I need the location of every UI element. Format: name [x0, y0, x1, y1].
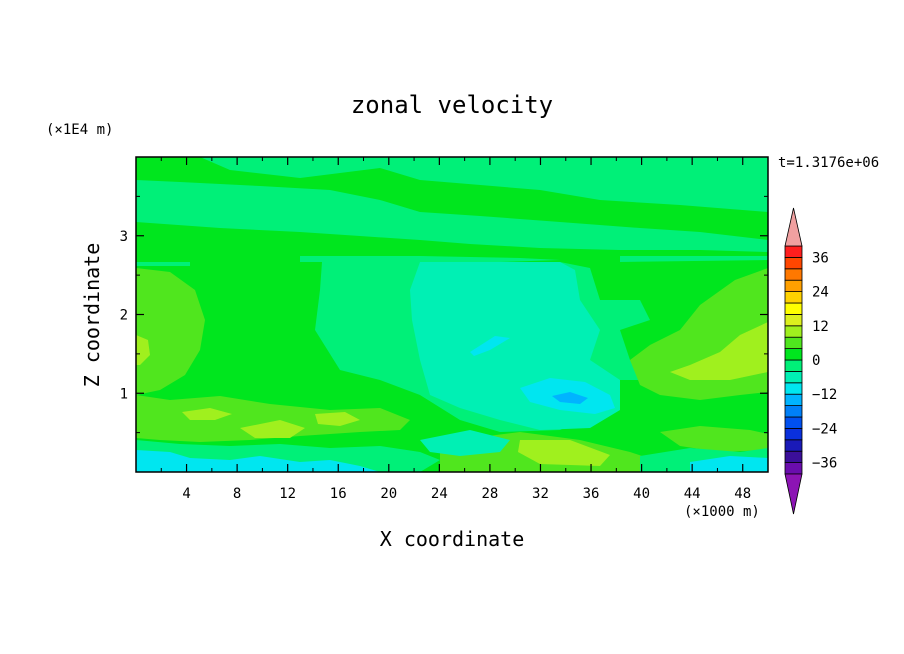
x-tick-label: 24 — [431, 486, 448, 502]
colorbar-segment — [784, 313, 803, 327]
x-axis-label: X coordinate — [380, 527, 525, 551]
contour-region-bottom-center-core — [518, 440, 610, 466]
colorbar-segment — [784, 416, 803, 429]
colorbar-tick-label: −36 — [812, 456, 837, 472]
contour-region-left-positive-core — [136, 335, 150, 365]
colorbar-over-triangle — [784, 207, 803, 247]
colorbar-segment — [784, 439, 803, 452]
colorbar-segment — [784, 393, 803, 407]
colorbar-segment — [784, 427, 803, 441]
colorbar-segment — [784, 268, 803, 281]
time-label: t=1.3176e+06 — [778, 155, 879, 171]
contour-region-thin-band — [300, 256, 560, 262]
contour-region-thin-band-3 — [620, 256, 768, 262]
colorbar-segment — [784, 450, 803, 464]
contour-region-lower-left — [136, 395, 410, 442]
colorbar-under-triangle — [784, 473, 803, 515]
colorbar-segment — [784, 370, 803, 384]
x-tick-label: 36 — [583, 486, 600, 502]
x-tick-label: 40 — [633, 486, 650, 502]
contour-region-bottom-right — [660, 426, 768, 452]
x-ticks: 4 8 12 16 20 24 28 32 36 40 44 48 — [160, 157, 751, 502]
chart-title: zonal velocity — [351, 91, 553, 119]
contour-region-left-positive — [136, 268, 205, 395]
x-tick-label: 28 — [481, 486, 498, 502]
colorbar-segment — [784, 462, 803, 475]
colorbar-segment — [784, 245, 803, 258]
colorbar-tick-label: −12 — [812, 387, 837, 403]
y-tick-label: 2 — [120, 308, 128, 324]
colorbar-tick-label: 24 — [812, 285, 829, 301]
colorbar-segment — [784, 336, 803, 350]
x-tick-label: 8 — [233, 486, 241, 502]
colorbar-segment — [784, 405, 803, 418]
y-ticks: 1 2 3 — [120, 195, 768, 434]
x-tick-label: 44 — [684, 486, 701, 502]
colorbar-tick-label: −24 — [812, 421, 837, 437]
y-tick-label: 1 — [120, 386, 128, 402]
x-tick-label: 12 — [279, 486, 296, 502]
contour-region-right-positive-core — [670, 322, 768, 380]
contour-region-upper-top — [136, 157, 768, 212]
colorbar-segment — [784, 348, 803, 361]
colorbar-segment — [784, 359, 803, 372]
x-unit-label: (×1000 m) — [684, 504, 760, 520]
y-unit-label: (×1E4 m) — [46, 122, 113, 138]
colorbar-segment — [784, 302, 803, 315]
x-tick-label: 48 — [734, 486, 751, 502]
contour-region-bottom-left-cyan — [136, 450, 380, 472]
x-tick-label: 32 — [532, 486, 549, 502]
contour-region-lower-blob-1 — [182, 408, 232, 420]
contour-region-lower-blob-2 — [240, 420, 305, 438]
colorbar-segment — [784, 291, 803, 304]
contour-region-bottom-mid-cyan — [420, 430, 510, 456]
contour-region-bottom-right-cyan — [690, 456, 768, 472]
colorbar-segment — [784, 256, 803, 270]
x-tick-label: 20 — [380, 486, 397, 502]
colorbar-segment — [784, 279, 803, 293]
y-axis-label: Z coordinate — [80, 243, 104, 388]
colorbar-tick-label: 12 — [812, 319, 829, 335]
colorbar-tick-label: 36 — [812, 250, 829, 266]
y-tick-label: 3 — [120, 229, 128, 245]
contour-region-stronger-negative — [470, 336, 510, 356]
contour-region-lower-blob-3 — [315, 412, 360, 426]
contour-region-upper-band — [136, 180, 768, 252]
colorbar-tick-label: 0 — [812, 353, 820, 369]
colorbar-segment — [784, 325, 803, 338]
x-tick-label: 16 — [330, 486, 347, 502]
colorbar: 36 24 12 0 −12 −24 −36 — [784, 207, 837, 515]
contour-region-thin-band-2 — [136, 262, 190, 266]
contour-field — [136, 157, 768, 472]
x-tick-label: 4 — [182, 486, 190, 502]
colorbar-segment — [784, 382, 803, 395]
contour-region-jet-core — [552, 392, 588, 404]
